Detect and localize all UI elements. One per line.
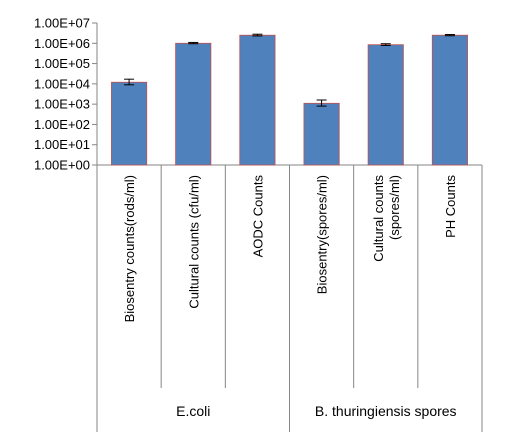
y-tick-label: 1.00E+04 (34, 76, 90, 91)
group-label: E.coli (176, 403, 210, 419)
y-tick-label: 1.00E+07 (34, 16, 90, 31)
x-tick-label: Cultural counts (371, 175, 386, 262)
y-tick-label: 1.00E+06 (34, 36, 90, 51)
y-tick-label: 1.00E+02 (34, 117, 90, 132)
bar (239, 34, 276, 166)
y-tick-label: 1.00E+01 (34, 137, 90, 152)
x-tick-label: Biosentry counts(rods/ml) (122, 175, 137, 322)
y-tick-label: 1.00E+05 (34, 56, 90, 71)
x-tick-label: Biosentry(spores/ml) (315, 175, 330, 294)
x-tick-label: AODC Counts (250, 175, 265, 258)
x-tick-label: Cultural counts (cfu/ml) (186, 175, 201, 309)
x-tick-label: (spores/ml) (387, 175, 402, 240)
y-tick-label: 1.00E+00 (34, 158, 90, 173)
bar (367, 44, 404, 166)
bar (431, 34, 468, 166)
group-label: B. thuringiensis spores (315, 403, 457, 419)
bar (175, 42, 212, 166)
bar (303, 102, 340, 166)
bar (111, 81, 148, 166)
y-tick-label: 1.00E+03 (34, 97, 90, 112)
x-tick-label: PH Counts (443, 175, 458, 238)
